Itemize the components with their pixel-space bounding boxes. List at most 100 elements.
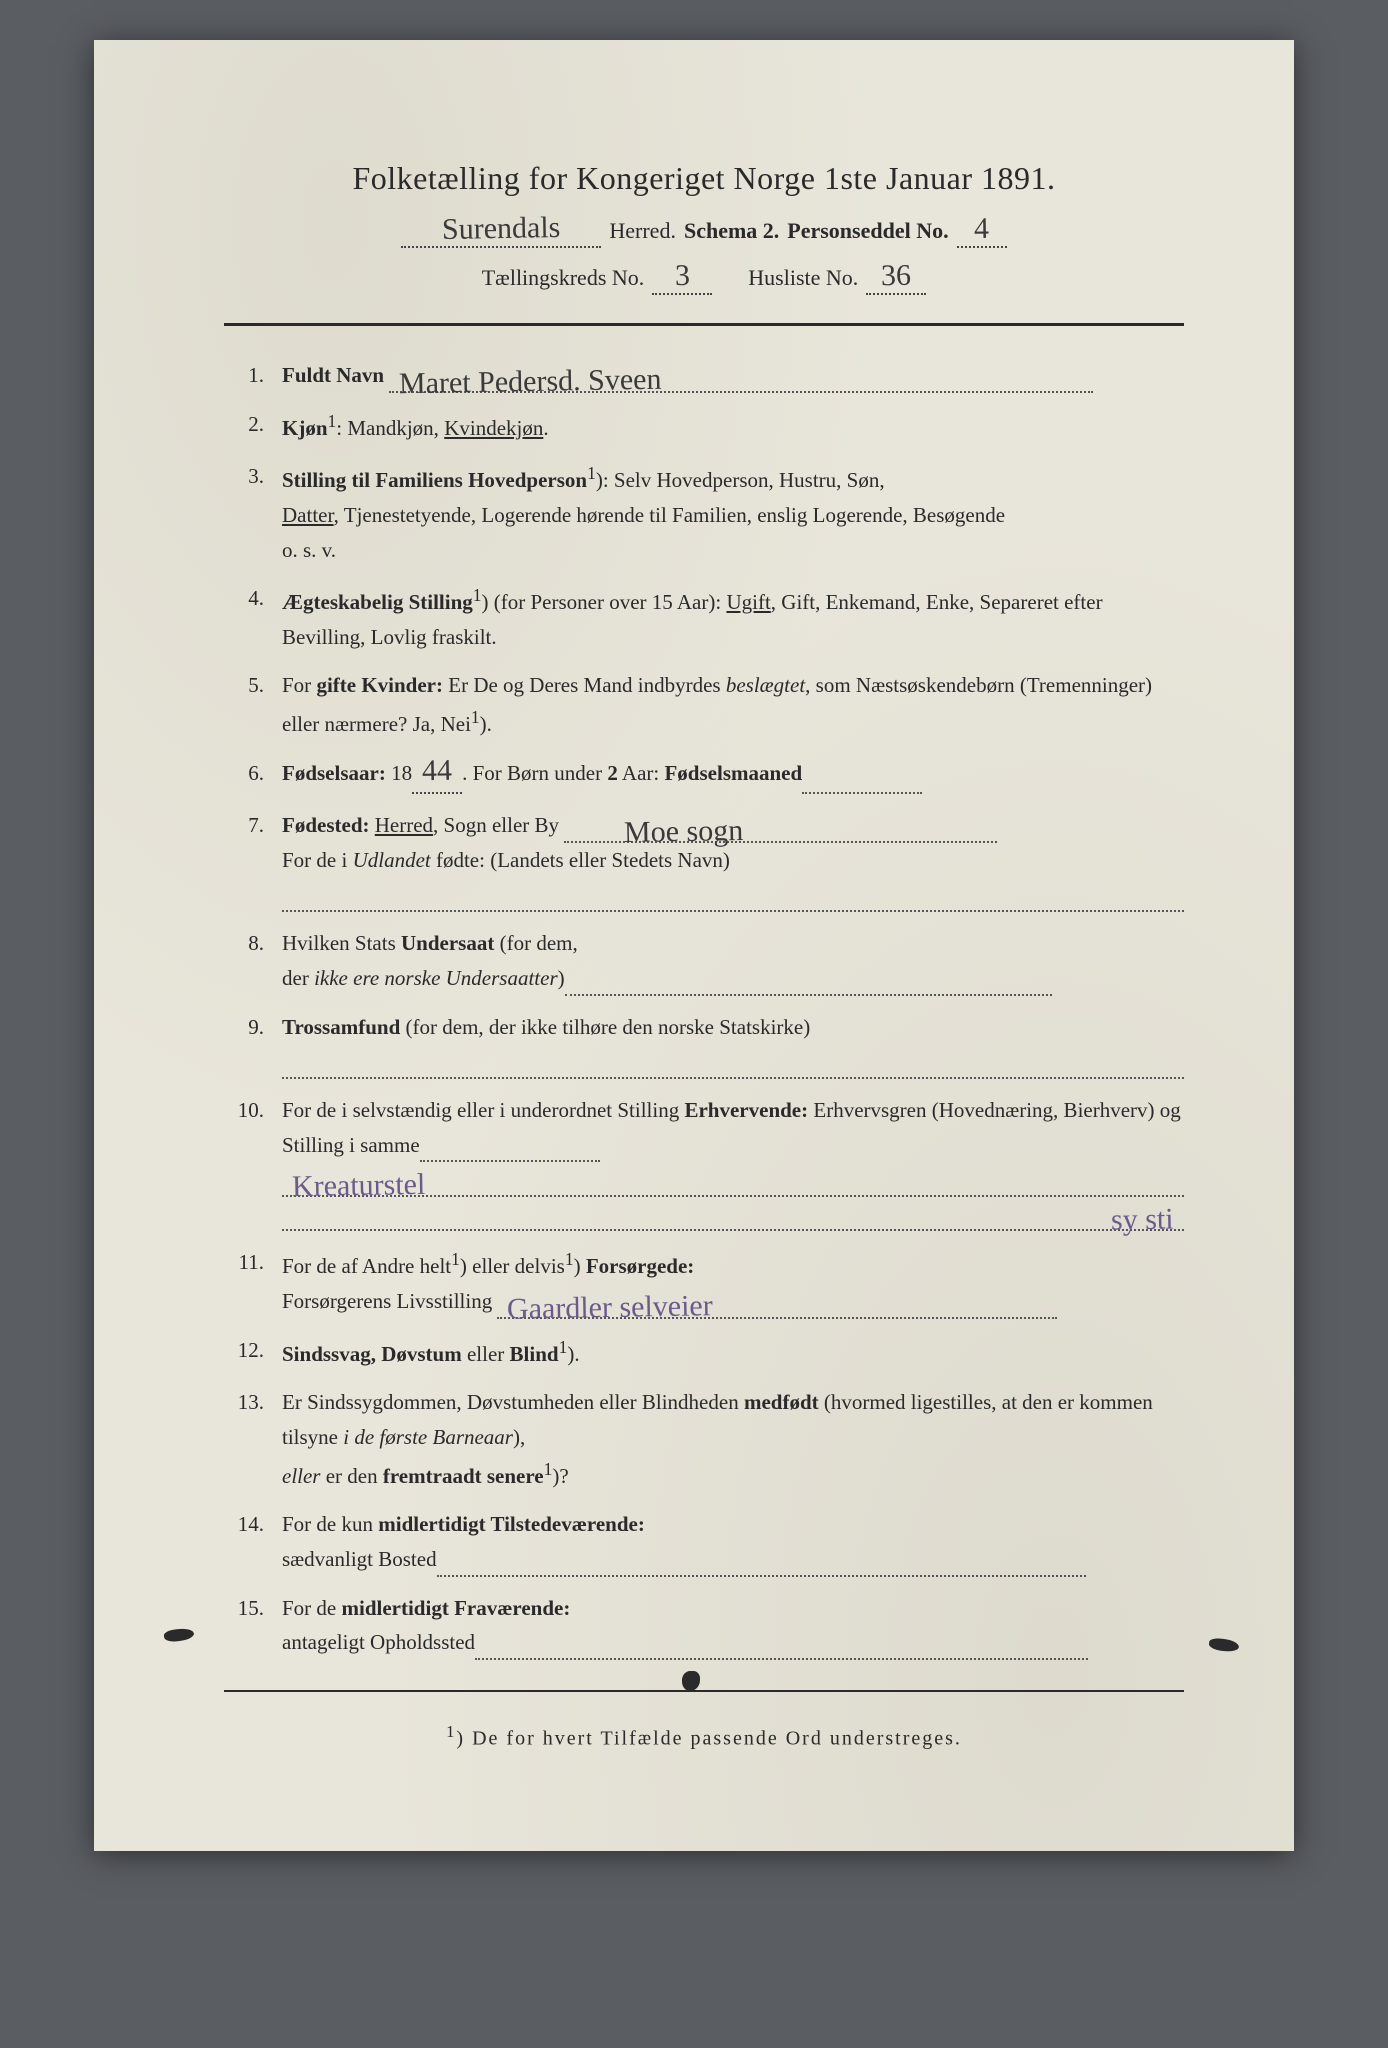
row-11: 11. For de af Andre helt1) eller delvis1… — [224, 1245, 1184, 1318]
row-num: 2. — [224, 407, 282, 446]
row-text: ) eller delvis — [460, 1254, 565, 1278]
row-text: er den — [320, 1464, 382, 1488]
row-text: ): Selv Hovedperson, Hustru, Søn, — [596, 468, 885, 492]
full-name-value: Maret Pedersd. Sveen — [399, 365, 662, 397]
row-text: Aar: — [618, 761, 665, 785]
husliste-no: 36 — [881, 262, 911, 290]
row-text: For de i selvstændig eller i underordnet… — [282, 1098, 684, 1122]
row-text: ), — [513, 1425, 525, 1449]
row-italic: eller — [282, 1464, 320, 1488]
row-label: Fødested: — [282, 813, 370, 837]
row-label: gifte Kvinder: — [316, 673, 443, 697]
row-label: Forsørgede: — [586, 1254, 694, 1278]
row-label: Fødselsmaaned — [664, 761, 802, 785]
row-label: Blind — [510, 1342, 559, 1366]
row-num: 14. — [224, 1507, 282, 1576]
row-1: 1. Fuldt Navn Maret Pedersd. Sveen — [224, 358, 1184, 393]
row-2: 2. Kjøn1: Mandkjøn, Kvindekjøn. — [224, 407, 1184, 446]
row-text: For de — [282, 1596, 342, 1620]
bold-text: medfødt — [744, 1390, 819, 1414]
row-13: 13. Er Sindssygdommen, Døvstumheden elle… — [224, 1385, 1184, 1493]
row-7: 7. Fødested: Herred, Sogn eller By Moe s… — [224, 808, 1184, 912]
row-14: 14. For de kun midlertidigt Tilstedevære… — [224, 1507, 1184, 1576]
taellingskreds-label: Tællingskreds No. — [482, 265, 645, 291]
row-text: Er Sindssygdommen, Døvstumheden eller Bl… — [282, 1390, 744, 1414]
row-label: Ægteskabelig Stilling — [282, 590, 473, 614]
row-num: 1. — [224, 358, 282, 393]
row-num: 7. — [224, 808, 282, 912]
selected-option: Kvindekjøn — [444, 416, 543, 440]
row-num: 6. — [224, 756, 282, 795]
bold-text: midlertidigt Fraværende: — [342, 1596, 571, 1620]
row-num: 4. — [224, 581, 282, 654]
row-text: fødte: (Landets eller Stedets Navn) — [431, 848, 730, 872]
row-3: 3. Stilling til Familiens Hovedperson1):… — [224, 459, 1184, 567]
row-text: ) — [558, 966, 565, 990]
footnote-ref: 1 — [471, 707, 480, 727]
birthplace-value: Moe sogn — [624, 817, 744, 846]
row-italic: ikke ere norske Undersaatter — [314, 966, 558, 990]
row-4: 4. Ægteskabelig Stilling1) (for Personer… — [224, 581, 1184, 654]
row-text: ) — [574, 1254, 586, 1278]
row-label: Fødselsaar: — [282, 761, 386, 785]
row-num: 8. — [224, 926, 282, 995]
row-9: 9. Trossamfund (for dem, der ikke tilhør… — [224, 1010, 1184, 1079]
binding-mark-icon — [682, 1671, 700, 1691]
row-text: o. s. v. — [282, 538, 336, 562]
row-text: eller — [462, 1342, 510, 1366]
row-text: der — [282, 966, 314, 990]
row-num: 3. — [224, 459, 282, 567]
row-italic: i de første Barneaar — [343, 1425, 513, 1449]
row-num: 15. — [224, 1591, 282, 1660]
occupation-value-2: sy sti — [1111, 1206, 1174, 1234]
husliste-label: Husliste No. — [748, 265, 858, 291]
herred-label: Herred. — [609, 218, 676, 244]
row-12: 12. Sindssvag, Døvstum eller Blind1). — [224, 1333, 1184, 1372]
row-15: 15. For de midlertidigt Fraværende: anta… — [224, 1591, 1184, 1660]
schema-label: Schema 2. — [684, 218, 779, 244]
bold-text: midlertidigt Tilstedeværende: — [378, 1512, 645, 1536]
row-num: 11. — [224, 1245, 282, 1318]
row-8: 8. Hvilken Stats Undersaat (for dem, der… — [224, 926, 1184, 995]
footnote-text: ) De for hvert Tilfælde passende Ord und… — [456, 1728, 961, 1750]
row-text: sædvanligt Bosted — [282, 1547, 437, 1571]
footnote-ref: 1 — [565, 1249, 574, 1269]
form-title: Folketælling for Kongeriget Norge 1ste J… — [224, 160, 1184, 197]
row-label: Trossamfund — [282, 1015, 400, 1039]
row-text: Forsørgerens Livsstilling — [282, 1289, 492, 1313]
taellingskreds-no: 3 — [675, 262, 690, 289]
row-text: For — [282, 673, 316, 697]
row-label: Erhvervende: — [684, 1098, 808, 1122]
occupation-value: Kreaturstel — [292, 1171, 426, 1200]
personseddel-label: Personseddel No. — [787, 218, 948, 244]
header-rule — [224, 323, 1184, 326]
bold-text: fremtraadt senere — [383, 1464, 544, 1488]
row-num: 5. — [224, 668, 282, 741]
bold-text: 2 — [607, 761, 618, 785]
provider-occupation-value: Gaardler selveier — [507, 1292, 713, 1323]
footnote-ref: 1 — [451, 1249, 460, 1269]
row-text: , Tjenestetyende, Logerende hørende til … — [334, 503, 1005, 527]
header-line-3: Tællingskreds No. 3 Husliste No. 36 — [224, 262, 1184, 295]
row-text: Hvilken Stats — [282, 931, 401, 955]
row-tail: )? — [552, 1464, 568, 1488]
row-italic: beslægtet — [726, 673, 805, 697]
row-label: Stilling til Familiens Hovedperson — [282, 468, 587, 492]
footnote-rule — [224, 1690, 1184, 1692]
row-text: (for dem, der ikke tilhøre den norske St… — [400, 1015, 810, 1039]
header-line-2: Surendals Herred. Schema 2. Personseddel… — [224, 215, 1184, 248]
row-6: 6. Fødselsaar: 1844. For Børn under 2 Aa… — [224, 756, 1184, 795]
footnote-ref: 1 — [587, 463, 596, 483]
row-label: Sindssvag, Døvstum — [282, 1342, 462, 1366]
row-text: For de af Andre helt — [282, 1254, 451, 1278]
row-tail: . — [543, 416, 548, 440]
row-text: , Sogn eller By — [433, 813, 559, 837]
row-text: . For Børn under — [462, 761, 607, 785]
footnote-ref: 1 — [473, 585, 482, 605]
row-tail: ). — [567, 1342, 579, 1366]
selected-option: Datter — [282, 503, 334, 527]
row-text: Er De og Deres Mand indbyrdes — [443, 673, 726, 697]
row-num: 12. — [224, 1333, 282, 1372]
row-italic: Udlandet — [353, 848, 431, 872]
row-10: 10. For de i selvstændig eller i underor… — [224, 1093, 1184, 1232]
